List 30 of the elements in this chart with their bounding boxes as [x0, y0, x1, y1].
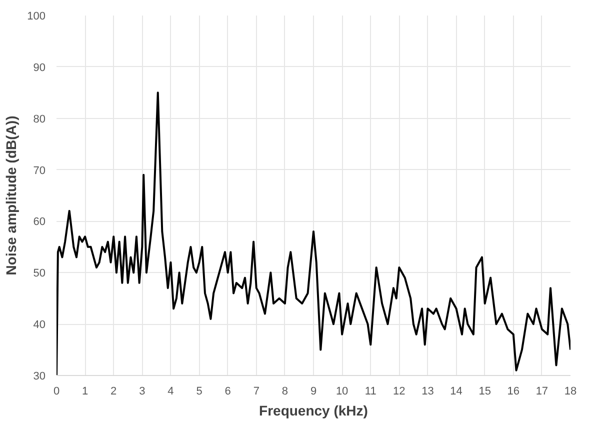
line-series — [56, 92, 570, 376]
x-tick-label: 6 — [224, 386, 231, 398]
y-tick-label: 70 — [33, 164, 46, 177]
x-axis-title: Frequency (kHz) — [259, 402, 368, 418]
y-tick-label: 80 — [33, 113, 46, 126]
y-tick-label: 30 — [33, 370, 46, 382]
x-tick-label: 15 — [478, 386, 491, 398]
x-tick-label: 0 — [53, 386, 60, 398]
x-tick-label: 18 — [564, 386, 577, 398]
x-tick-label: 1 — [82, 386, 88, 398]
x-tick-label: 2 — [110, 386, 117, 398]
x-tick-label: 4 — [168, 386, 174, 398]
x-tick-label: 9 — [310, 386, 317, 398]
x-tick-label: 17 — [536, 386, 548, 398]
x-tick-label: 14 — [450, 386, 462, 398]
x-tick-label: 12 — [393, 386, 406, 398]
y-tick-label: 50 — [33, 268, 46, 280]
x-tick-label: 13 — [422, 386, 434, 398]
x-tick-label: 8 — [282, 386, 288, 398]
y-tick-label: 60 — [33, 216, 46, 228]
y-tick-label: 100 — [27, 10, 46, 22]
x-tick-label: 5 — [196, 386, 202, 398]
x-tick-label: 16 — [507, 386, 520, 398]
y-axis-title: Noise amplitude (dB(A)) — [3, 116, 20, 276]
x-tick-label: 7 — [253, 386, 260, 398]
x-tick-label: 3 — [139, 386, 146, 398]
y-tick-label: 90 — [33, 62, 46, 74]
x-tick-label: 10 — [336, 386, 348, 398]
x-tick-label: 11 — [364, 386, 376, 398]
y-tick-label: 40 — [33, 319, 46, 332]
